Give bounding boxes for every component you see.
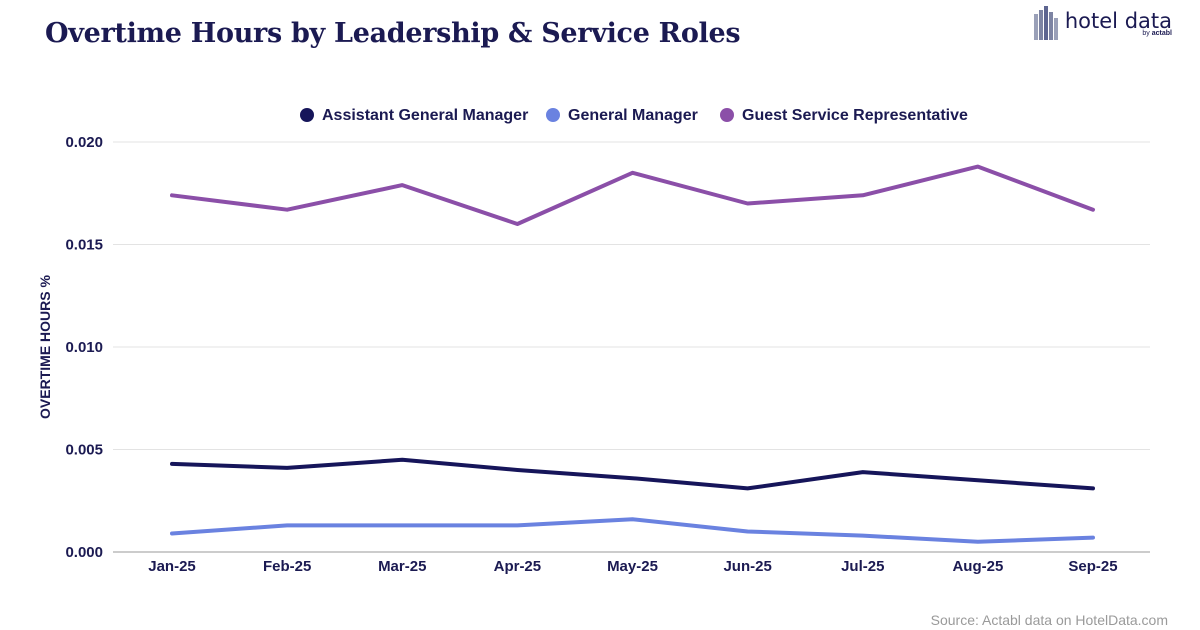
logo-brand: actabl <box>1151 30 1172 37</box>
y-tick-label: 0.015 <box>65 237 103 254</box>
y-tick-label: 0.010 <box>65 339 103 356</box>
series-line <box>170 457 1095 491</box>
series-line <box>170 517 1095 544</box>
legend-marker <box>300 108 314 122</box>
x-tick-label: Jul-25 <box>841 558 884 575</box>
series-lines <box>170 164 1095 544</box>
x-tick-label: Jun-25 <box>723 558 771 575</box>
x-tick-label: Jan-25 <box>148 558 196 575</box>
series-line <box>170 164 1095 226</box>
x-tick-label: Feb-25 <box>263 558 311 575</box>
x-axis: Jan-25 Feb-25 Mar-25 Apr-25 May-25 Jun-25 Jul-… <box>148 558 1117 575</box>
x-tick-label: May-25 <box>607 558 658 575</box>
legend-label: Guest Service Representative <box>742 107 968 124</box>
chart-title: Overtime Hours by Leadership & Service R… <box>45 18 741 49</box>
y-tick-label: 0.020 <box>65 134 103 151</box>
line-chart: Assistant General Manager General Manager… <box>37 107 1150 575</box>
hotel-data-logo: hotel data by actabl <box>1033 4 1172 40</box>
x-tick-label: Mar-25 <box>378 558 426 575</box>
y-axis: 0.000 0.005 0.010 0.015 0.020 <box>65 134 103 561</box>
gridlines <box>113 141 1150 553</box>
building-logo-icon <box>1033 6 1058 40</box>
legend-label: General Manager <box>568 107 698 124</box>
x-tick-label: Apr-25 <box>494 558 542 575</box>
legend-marker <box>720 108 734 122</box>
logo-by: by <box>1142 30 1150 37</box>
x-tick-label: Aug-25 <box>952 558 1003 575</box>
y-axis-label: OVERTIME HOURS % <box>37 274 53 418</box>
x-tick-label: Sep-25 <box>1068 558 1117 575</box>
logo-byline: by actabl <box>1142 30 1172 37</box>
y-tick-label: 0.005 <box>65 442 103 459</box>
source-note: Source: Actabl data on HotelData.com <box>930 612 1168 628</box>
legend-marker <box>546 108 560 122</box>
logo-name: hotel data <box>1064 9 1172 33</box>
legend-label: Assistant General Manager <box>322 107 528 124</box>
legend: Assistant General Manager General Manager… <box>300 107 968 124</box>
y-tick-label: 0.000 <box>65 544 103 561</box>
